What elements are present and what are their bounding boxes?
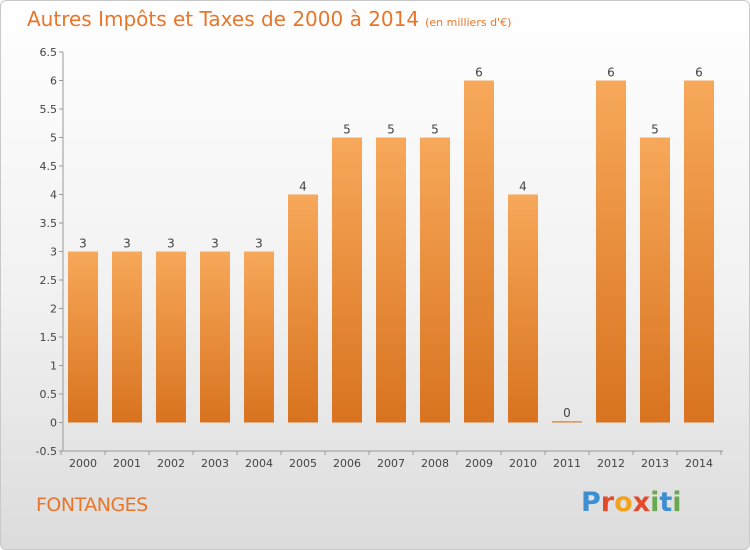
logo-letter: P: [581, 487, 601, 518]
value-label-2006: 5: [343, 123, 351, 137]
y-tick-label: 3.5: [40, 217, 58, 230]
x-tick-label: 2008: [421, 457, 449, 470]
bar-2002: [156, 251, 186, 423]
chart-bars: [68, 80, 714, 423]
bar-2007: [376, 137, 406, 423]
logo-letter: t: [659, 487, 673, 518]
x-tick-label: 2007: [377, 457, 405, 470]
value-label-2004: 3: [255, 237, 263, 251]
logo-letter: o: [614, 487, 633, 518]
x-tick-label: 2005: [289, 457, 317, 470]
value-label-2011: 0: [563, 406, 571, 420]
x-tick-label: 2011: [553, 457, 581, 470]
bar-2001: [112, 251, 142, 423]
chart-title-main: Autres Impôts et Taxes de 2000 à 2014: [27, 7, 420, 31]
value-label-2013: 5: [651, 123, 659, 137]
value-label-2014: 6: [695, 66, 703, 80]
logo-letter: i: [650, 487, 660, 518]
y-tick-label: -0.5: [36, 445, 57, 458]
chart-value-labels: 3 3 3 3 3 4 5 5 5 6 4 0 6 5 6: [79, 66, 703, 421]
value-label-2008: 5: [431, 123, 439, 137]
y-tick-label: 6: [50, 75, 57, 88]
logo-letter: x: [632, 487, 651, 518]
x-tick-label: 2006: [333, 457, 361, 470]
y-tick-label: 1.5: [40, 331, 58, 344]
y-tick-label: 4: [50, 189, 57, 202]
y-tick-label: 0: [50, 417, 57, 430]
x-tick-label: 2003: [201, 457, 229, 470]
y-tick-label: 3: [50, 246, 57, 259]
x-tick-label: 2013: [641, 457, 669, 470]
y-tick-label: 5.5: [40, 103, 58, 116]
chart-title-unit: (en milliers d'€): [425, 16, 512, 29]
bar-2008: [420, 137, 450, 423]
x-tick-label: 2010: [509, 457, 537, 470]
y-tick-label: 5: [50, 132, 57, 145]
logo-letter: i: [672, 487, 682, 518]
chart-title: Autres Impôts et Taxes de 2000 à 2014 (en…: [27, 7, 511, 31]
bar-2011: [552, 421, 582, 423]
bar-2004: [244, 251, 274, 423]
value-label-2010: 4: [519, 180, 527, 194]
value-label-2009: 6: [475, 66, 483, 80]
y-tick-label: 0.5: [40, 388, 58, 401]
logo-letter: r: [600, 487, 615, 518]
bar-2010: [508, 194, 538, 423]
bar-2003: [200, 251, 230, 423]
commune-name: FONTANGES: [36, 494, 148, 516]
value-label-2001: 3: [123, 237, 131, 251]
x-tick-label: 2002: [157, 457, 185, 470]
bar-2006: [332, 137, 362, 423]
chart-axes: -0.5 0 0.5 1 1.5 2 2.5 3 3.5 4 4.5 5 5.5 6 6.5 2000 2001…: [36, 46, 723, 470]
value-label-2007: 5: [387, 123, 395, 137]
bar-2000: [68, 251, 98, 423]
value-label-2002: 3: [167, 237, 175, 251]
y-tick-label: 6.5: [40, 46, 58, 59]
x-tick-label: 2004: [245, 457, 273, 470]
value-label-2003: 3: [211, 237, 219, 251]
x-tick-label: 2001: [113, 457, 141, 470]
bar-2014: [684, 80, 714, 423]
bar-2005: [288, 194, 318, 423]
y-tick-label: 2.5: [40, 274, 58, 287]
bar-2009: [464, 80, 494, 423]
value-label-2000: 3: [79, 237, 87, 251]
x-tick-label: 2012: [597, 457, 625, 470]
x-tick-label: 2014: [685, 457, 713, 470]
bar-2012: [596, 80, 626, 423]
y-tick-label: 1: [50, 360, 57, 373]
y-tick-label: 4.5: [40, 160, 58, 173]
y-tick-label: 2: [50, 303, 57, 316]
bar-2013: [640, 137, 670, 423]
proxiti-logo: Proxiti: [581, 487, 682, 518]
value-label-2005: 4: [299, 180, 307, 194]
x-tick-label: 2000: [69, 457, 97, 470]
x-tick-label: 2009: [465, 457, 493, 470]
value-label-2012: 6: [607, 66, 615, 80]
